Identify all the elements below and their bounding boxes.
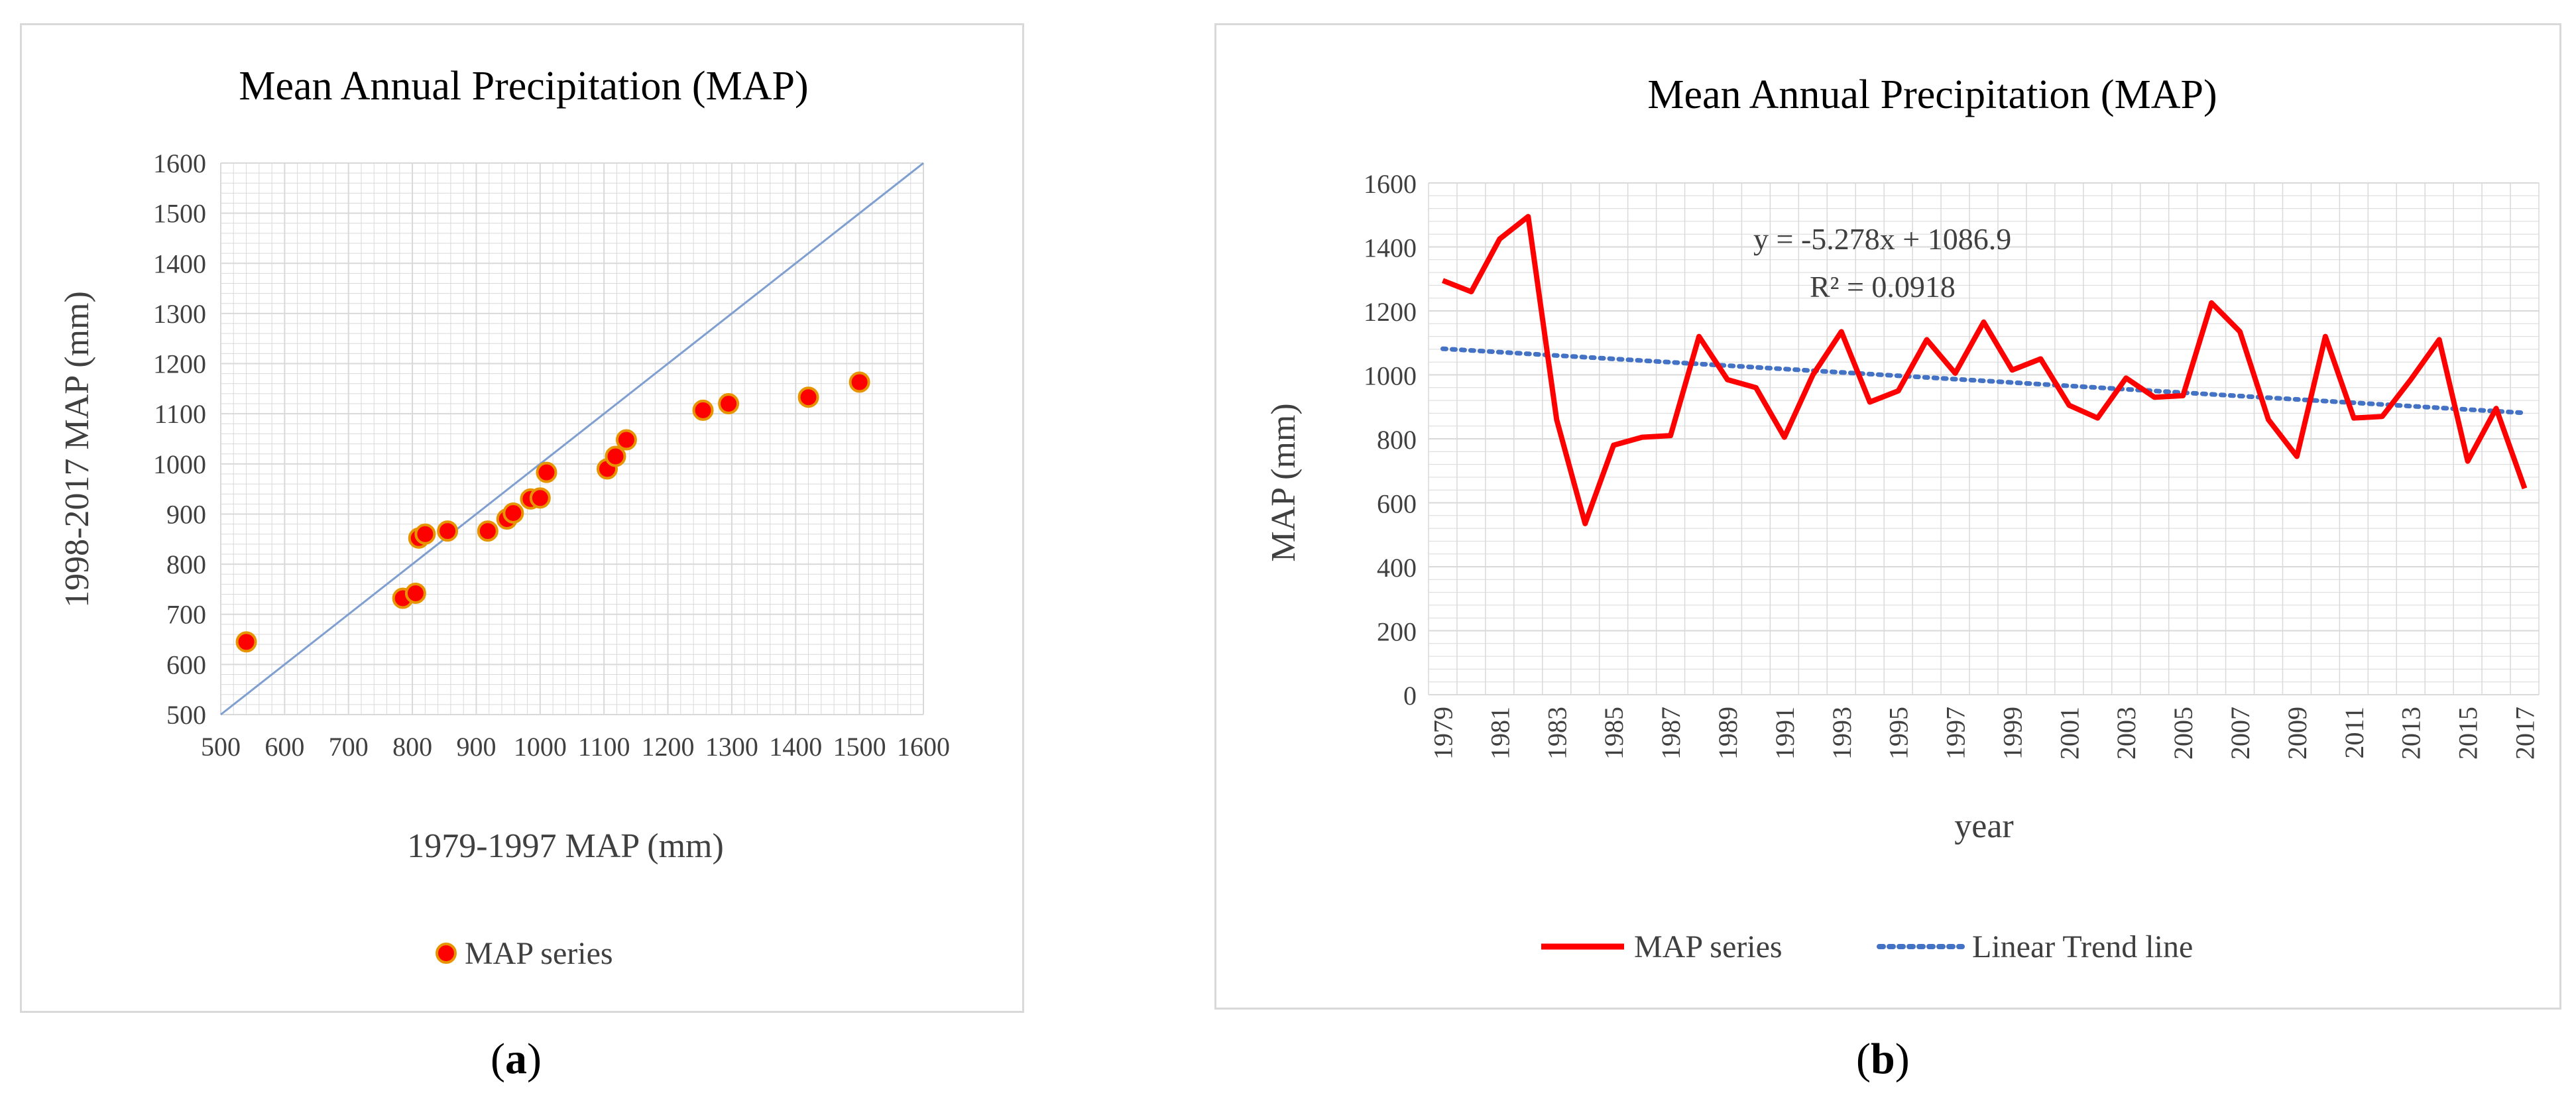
- chart-b-legend-series-label: MAP series: [1634, 929, 1783, 964]
- x-tick-label: 2009: [2282, 707, 2312, 760]
- x-tick-label: 1200: [642, 732, 695, 762]
- y-tick-label: 0: [1403, 681, 1417, 711]
- y-tick-label: 1600: [1364, 169, 1417, 199]
- chart-a-reference-line: [220, 162, 924, 716]
- line-chart: Mean Annual Precipitation (MAP) 0 200 400 6…: [1265, 72, 2540, 964]
- scatter-chart: Mean Annual Precipitation (MAP) 500 600 70…: [58, 64, 950, 971]
- panel-label-b: (b): [1856, 1035, 1910, 1083]
- y-tick-label: 1000: [153, 449, 206, 479]
- data-point: [437, 520, 459, 542]
- data-point: [404, 582, 426, 604]
- y-tick-label: 1100: [154, 399, 206, 429]
- chart-b-trendline: [1440, 346, 2528, 416]
- x-tick-label: 1500: [833, 732, 886, 762]
- y-tick-label: 1000: [1364, 361, 1417, 391]
- x-tick-label: 1600: [897, 732, 950, 762]
- x-tick-label: 2007: [2225, 707, 2255, 760]
- y-tick-label: 1400: [153, 249, 206, 278]
- x-tick-label: 500: [201, 732, 241, 762]
- x-tick-label: 2013: [2396, 707, 2426, 760]
- data-point: [718, 393, 740, 415]
- data-point: [615, 429, 637, 451]
- data-point: [849, 371, 870, 393]
- y-tick-label: 1200: [153, 349, 206, 379]
- chart-a-grid: [220, 162, 924, 715]
- x-tick-label: 1000: [514, 732, 567, 762]
- x-tick-label: 700: [329, 732, 369, 762]
- chart-b-x-axis-label: year: [1954, 807, 2013, 845]
- x-tick-label: 1979: [1428, 707, 1458, 760]
- data-point: [692, 399, 714, 421]
- x-tick-label: 900: [456, 732, 496, 762]
- y-tick-label: 600: [1377, 489, 1417, 519]
- y-tick-label: 1600: [153, 148, 206, 178]
- trend-r-squared: R² = 0.0918: [1810, 270, 1956, 304]
- x-tick-label: 1300: [705, 732, 758, 762]
- y-tick-label: 400: [1377, 553, 1417, 583]
- x-tick-label: 2017: [2510, 707, 2540, 760]
- y-tick-label: 1400: [1364, 233, 1417, 263]
- chart-b-ticks: 0 200 400 600 800 1000 1200 1400 1600 1979 1981 198…: [1364, 169, 2540, 760]
- x-tick-label: 2011: [2339, 707, 2369, 759]
- chart-a-points: [235, 371, 870, 653]
- chart-a-title: Mean Annual Precipitation (MAP): [239, 64, 808, 109]
- chart-a-x-axis-label: 1979-1997 MAP (mm): [407, 827, 724, 865]
- x-tick-label: 1989: [1713, 707, 1743, 760]
- x-tick-label: 1987: [1656, 707, 1686, 760]
- x-tick-label: 1100: [578, 732, 630, 762]
- y-tick-label: 200: [1377, 617, 1417, 647]
- chart-a-legend: MAP series: [436, 936, 613, 971]
- y-tick-label: 700: [166, 600, 206, 630]
- chart-b-y-axis-label: MAP (mm): [1265, 403, 1303, 561]
- chart-b-legend-trend-label: Linear Trend line: [1972, 929, 2193, 964]
- scatter-chart-panel: Mean Annual Precipitation (MAP) 500 600 70…: [20, 23, 1024, 1013]
- chart-b-title: Mean Annual Precipitation (MAP): [1647, 72, 2217, 117]
- chart-b-legend: MAP series Linear Trend line: [1541, 929, 2193, 964]
- chart-a-y-axis-label: 1998-2017 MAP (mm): [58, 291, 96, 608]
- x-tick-label: 1400: [769, 732, 822, 762]
- x-tick-label: 1995: [1884, 707, 1914, 760]
- x-tick-label: 1981: [1485, 707, 1515, 760]
- y-tick-label: 600: [166, 650, 206, 679]
- map-series-line: [1442, 213, 2528, 526]
- x-tick-label: 600: [264, 732, 304, 762]
- one-to-one-line: [220, 162, 924, 716]
- y-tick-label: 500: [166, 700, 206, 730]
- trend-equation: y = -5.278x + 1086.9: [1753, 222, 2011, 256]
- data-point: [605, 445, 626, 467]
- y-tick-label: 800: [166, 550, 206, 579]
- x-tick-label: 800: [392, 732, 432, 762]
- x-tick-label: 1991: [1770, 707, 1800, 760]
- x-tick-label: 2015: [2453, 707, 2483, 760]
- y-tick-label: 900: [166, 499, 206, 529]
- x-tick-label: 1997: [1941, 707, 1971, 760]
- data-point: [414, 523, 436, 545]
- y-tick-label: 1300: [153, 299, 206, 329]
- x-tick-label: 2001: [2054, 707, 2084, 760]
- data-point: [797, 386, 819, 408]
- data-point: [502, 502, 524, 524]
- x-tick-label: 1993: [1827, 707, 1857, 760]
- y-tick-label: 1200: [1364, 297, 1417, 327]
- chart-a-legend-label: MAP series: [465, 936, 613, 971]
- data-point: [235, 631, 257, 653]
- x-tick-label: 2003: [2111, 707, 2141, 760]
- chart-b-grid: [1428, 182, 2540, 695]
- x-tick-label: 2005: [2168, 707, 2198, 760]
- data-point: [536, 461, 557, 483]
- data-point: [477, 520, 498, 542]
- x-tick-label: 1983: [1542, 707, 1572, 760]
- y-tick-label: 1500: [153, 199, 206, 229]
- y-tick-label: 800: [1377, 425, 1417, 455]
- chart-b-series: [1442, 213, 2528, 526]
- data-point: [529, 487, 551, 509]
- linear-trend-line: [1440, 346, 2528, 416]
- x-tick-label: 1999: [1997, 707, 2027, 760]
- chart-a-ticks: 500 600 700 800 900 1000 1100 1200 1300 1400 1500 1…: [153, 148, 950, 762]
- panel-label-a: (a): [491, 1035, 542, 1083]
- x-tick-label: 1985: [1599, 707, 1629, 760]
- chart-a-legend-marker: [436, 943, 457, 964]
- line-chart-panel: Mean Annual Precipitation (MAP) 0 200 400 6…: [1214, 23, 2561, 1010]
